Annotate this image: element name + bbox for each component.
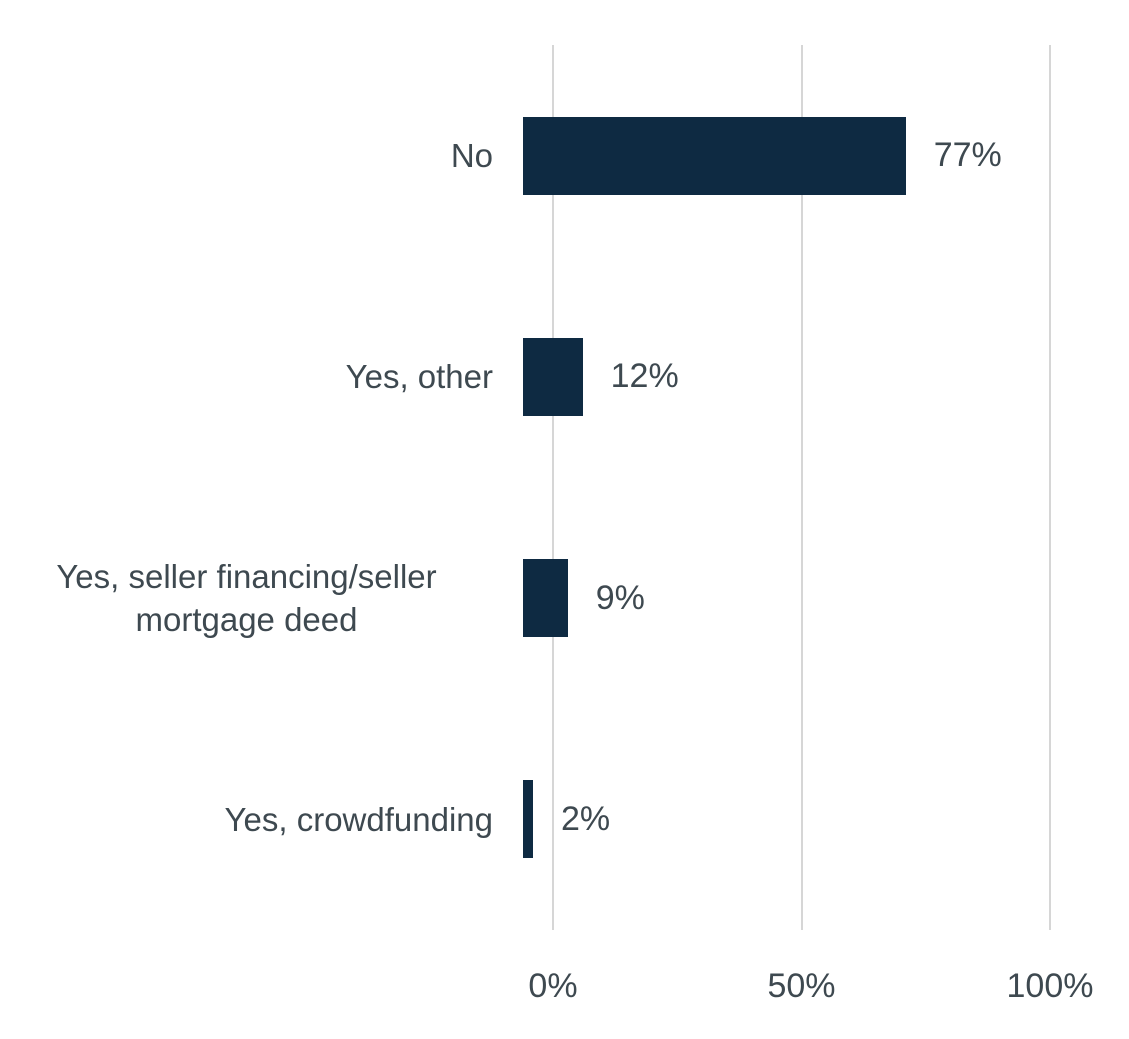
chart-row: No 77% xyxy=(0,45,1129,266)
gridline xyxy=(1049,45,1051,930)
bar xyxy=(523,116,906,195)
plot-cell: 77% xyxy=(523,116,1020,195)
category-label: No xyxy=(450,136,493,174)
plot-cell: 12% xyxy=(523,337,1020,416)
x-axis-tick-label: 100% xyxy=(1006,967,1094,1005)
category-label-cell: Yes, crowdfunding xyxy=(0,798,523,842)
category-label-cell: Yes, other xyxy=(0,355,523,399)
value-label: 9% xyxy=(595,578,645,617)
category-label: Yes, other xyxy=(345,358,493,396)
x-axis: 0% 50% 100% xyxy=(528,967,1093,1013)
gridline xyxy=(552,45,554,930)
gridlines xyxy=(552,45,1051,930)
x-axis-tick-label: 50% xyxy=(767,967,836,1005)
category-label: Yes, seller financing/seller mortgage de… xyxy=(56,557,437,639)
chart-row: Yes, other 12% xyxy=(0,266,1129,487)
bar xyxy=(523,337,583,416)
gridline xyxy=(800,45,803,930)
category-label-cell: Yes, seller financing/seller mortgage de… xyxy=(0,555,523,642)
chart-row: Yes, seller financing/seller mortgage de… xyxy=(0,488,1129,709)
value-label: 2% xyxy=(560,799,611,838)
plot-cell: 9% xyxy=(523,559,1020,638)
category-label: Yes, crowdfunding xyxy=(224,800,493,838)
chart-row: Yes, crowdfunding 2% xyxy=(0,709,1129,930)
category-label-cell: No xyxy=(0,134,523,178)
bar xyxy=(523,559,568,638)
chart-rows: No 77% Yes, other 12% Yes, seller financing/… xyxy=(0,45,1129,930)
bar xyxy=(523,780,533,859)
x-axis-tick-label: 0% xyxy=(528,967,578,1005)
value-label: 77% xyxy=(933,136,1002,175)
plot-cell: 2% xyxy=(523,780,1020,859)
value-label: 12% xyxy=(610,357,679,396)
